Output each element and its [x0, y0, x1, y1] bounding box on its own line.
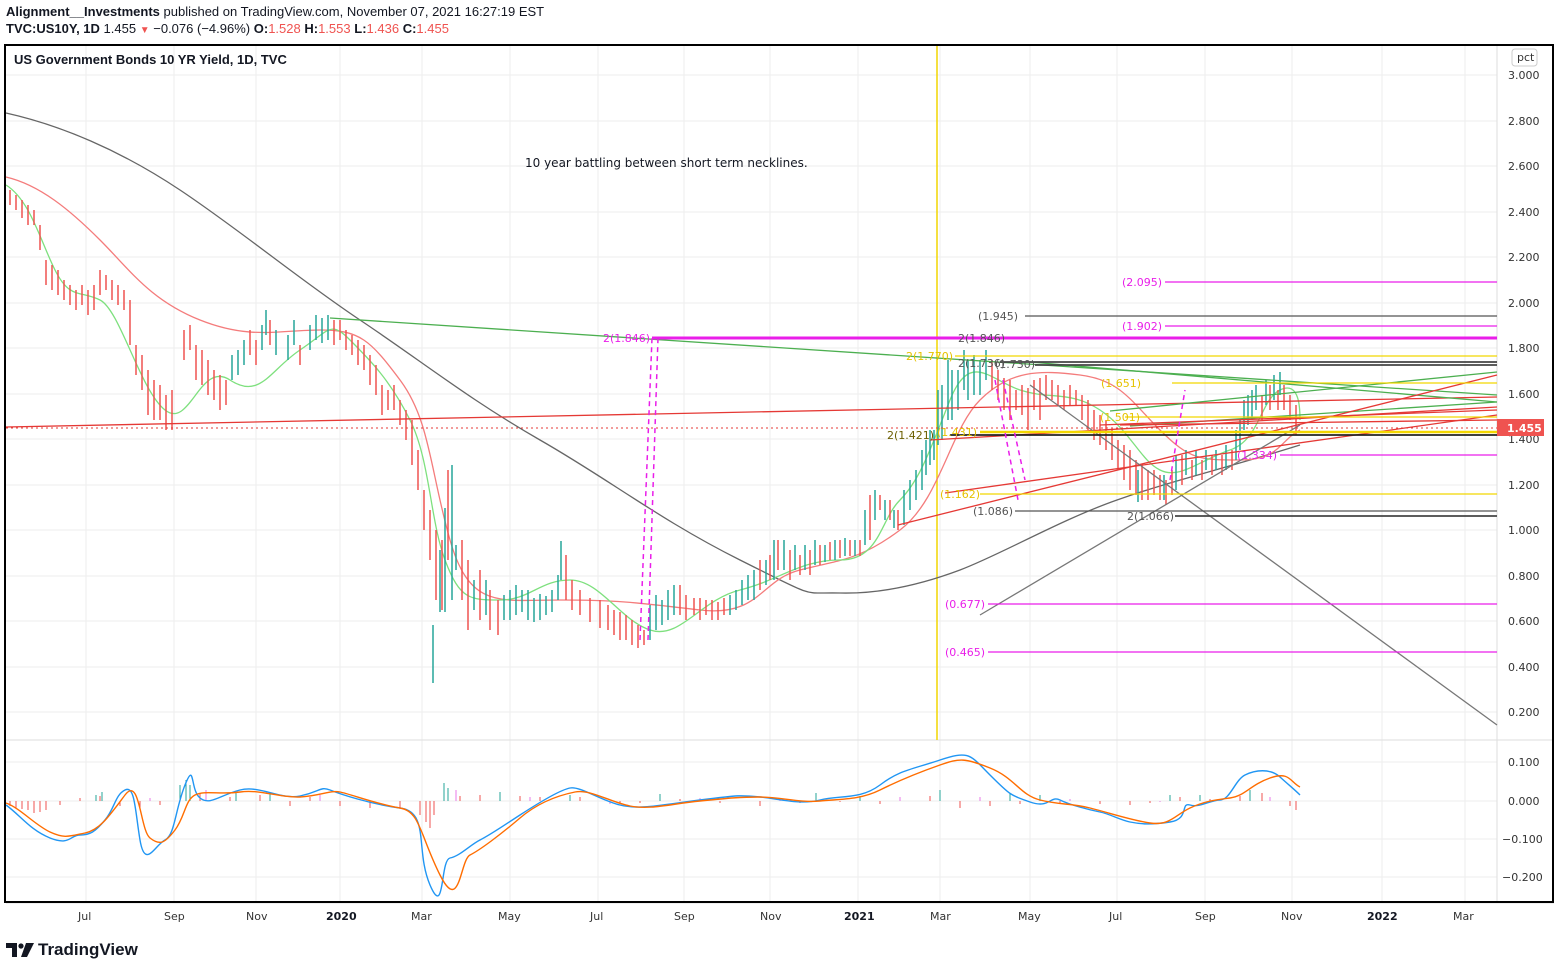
svg-text:Nov: Nov	[246, 910, 268, 923]
publish-date: published on TradingView.com, November 0…	[163, 4, 545, 19]
current-price-badge	[1497, 419, 1544, 436]
close-label: C:	[402, 21, 417, 36]
svg-text:(0.677): (0.677)	[945, 598, 985, 611]
svg-text:Mar: Mar	[930, 910, 951, 923]
low-value: 1.436	[366, 21, 400, 36]
svg-text:Sep: Sep	[1195, 910, 1216, 923]
green-downtrend-line	[329, 317, 1498, 396]
svg-text:May: May	[1018, 910, 1041, 923]
svg-text:1.455: 1.455	[1507, 422, 1542, 435]
svg-text:Jul: Jul	[1108, 910, 1122, 923]
svg-text:−0.200: −0.200	[1502, 871, 1543, 884]
svg-text:Mar: Mar	[411, 910, 432, 923]
svg-text:1.400: 1.400	[1508, 433, 1540, 446]
svg-text:Sep: Sep	[674, 910, 695, 923]
price-change: −0.076 (−4.96%)	[153, 21, 251, 36]
signal-line	[5, 759, 1301, 891]
open-label: O:	[253, 21, 269, 36]
chart-annotation[interactable]: 10 year battling between short term neck…	[525, 156, 808, 170]
red-neckline-long	[5, 396, 1498, 428]
svg-text:(1.334): (1.334)	[1237, 449, 1277, 462]
svg-text:(1.086): (1.086)	[973, 505, 1013, 518]
brand-name: TradingView	[38, 940, 138, 959]
svg-text:0.400: 0.400	[1508, 661, 1540, 674]
svg-text:Mar: Mar	[1453, 910, 1474, 923]
sma-50-line	[5, 176, 1301, 612]
publish-info: Alignment__Investments published on Trad…	[6, 4, 544, 19]
price-axis[interactable]: pct 3.000 2.800 2.600 2.400 2.200 2.000 …	[1497, 48, 1544, 719]
svg-text:1.600: 1.600	[1508, 388, 1540, 401]
symbol-ohlc: TVC:US10Y, 1D 1.455 ▼ −0.076 (−4.96%) O:…	[6, 21, 449, 36]
svg-text:1.000: 1.000	[1508, 524, 1540, 537]
symbol: TVC:US10Y, 1D	[6, 21, 100, 36]
sma-20-line	[5, 184, 1301, 633]
grid	[6, 46, 1497, 903]
svg-text:(1.902): (1.902)	[1122, 320, 1162, 333]
svg-text:2.600: 2.600	[1508, 160, 1540, 173]
unit-badge	[1511, 48, 1538, 67]
open-value: 1.528	[268, 21, 301, 36]
last-price: 1.455	[103, 21, 137, 36]
high-value: 1.553	[318, 21, 351, 36]
horizontal-levels[interactable]	[652, 281, 1497, 653]
low-label: L:	[354, 21, 367, 36]
svg-text:0.600: 0.600	[1508, 615, 1540, 628]
macd-axis[interactable]: 0.100 0.000 −0.100 −0.200	[1502, 756, 1543, 884]
svg-text:2.400: 2.400	[1508, 206, 1540, 219]
svg-text:(1.730): (1.730)	[995, 358, 1035, 371]
svg-text:1.800: 1.800	[1508, 342, 1540, 355]
svg-text:−0.100: −0.100	[1502, 833, 1543, 846]
svg-text:2.800: 2.800	[1508, 115, 1540, 128]
svg-text:(2.095): (2.095)	[1122, 276, 1162, 289]
close-value: 1.455	[416, 21, 449, 36]
svg-text:(1.945): (1.945)	[978, 310, 1018, 323]
svg-text:1.200: 1.200	[1508, 479, 1540, 492]
svg-text:2(1.421): 2(1.421)	[887, 429, 934, 442]
svg-text:0.100: 0.100	[1508, 756, 1540, 769]
svg-text:2022: 2022	[1367, 910, 1398, 923]
author-name[interactable]: Alignment__Investments	[6, 4, 160, 19]
svg-text:2(1.846): 2(1.846)	[958, 332, 1005, 345]
svg-text:0.200: 0.200	[1508, 706, 1540, 719]
tradingview-logo[interactable]: TradingView	[6, 940, 138, 960]
chart-frame	[4, 44, 1554, 903]
price-bars	[9, 190, 1297, 683]
svg-text:(1.651): (1.651)	[1101, 377, 1141, 390]
svg-text:2.000: 2.000	[1508, 297, 1540, 310]
svg-text:(0.465): (0.465)	[945, 646, 985, 659]
macd-line	[5, 754, 1301, 897]
svg-text:(1.431): (1.431)	[937, 426, 977, 439]
svg-text:2(1.770): 2(1.770)	[906, 350, 953, 363]
svg-text:2(1.736): 2(1.736)	[958, 357, 1005, 370]
svg-text:2(1.066): 2(1.066)	[1127, 510, 1174, 523]
time-axis[interactable]: Jul Sep Nov 2020 Mar May Jul Sep Nov 202…	[77, 910, 1474, 923]
svg-text:2020: 2020	[326, 910, 357, 923]
svg-text:Nov: Nov	[1281, 910, 1303, 923]
chart-title: US Government Bonds 10 YR Yield, 1D, TVC	[14, 52, 287, 67]
svg-text:Jul: Jul	[77, 910, 91, 923]
down-arrow-icon: ▼	[139, 25, 150, 36]
high-label: H:	[304, 21, 319, 36]
unit-label: pct	[1517, 51, 1535, 64]
svg-text:(1.162): (1.162)	[940, 488, 980, 501]
level-labels: (2.095) (1.945) (1.902) 2(1.846) 2(1.846…	[603, 276, 1277, 659]
svg-text:2021: 2021	[844, 910, 875, 923]
tradingview-logo-icon	[6, 943, 34, 957]
projection-dashes	[639, 337, 1186, 641]
svg-text:0.000: 0.000	[1508, 795, 1540, 808]
svg-text:Jul: Jul	[589, 910, 603, 923]
svg-text:2(1.846): 2(1.846)	[603, 332, 650, 345]
svg-text:0.800: 0.800	[1508, 570, 1540, 583]
svg-text:Nov: Nov	[760, 910, 782, 923]
macd-histogram	[9, 780, 1297, 828]
svg-text:2.200: 2.200	[1508, 251, 1540, 264]
svg-text:3.000: 3.000	[1508, 69, 1540, 82]
svg-text:May: May	[498, 910, 521, 923]
svg-text:(1.501): (1.501)	[1100, 411, 1140, 424]
svg-text:Sep: Sep	[164, 910, 185, 923]
sma-200-line	[5, 112, 1301, 594]
